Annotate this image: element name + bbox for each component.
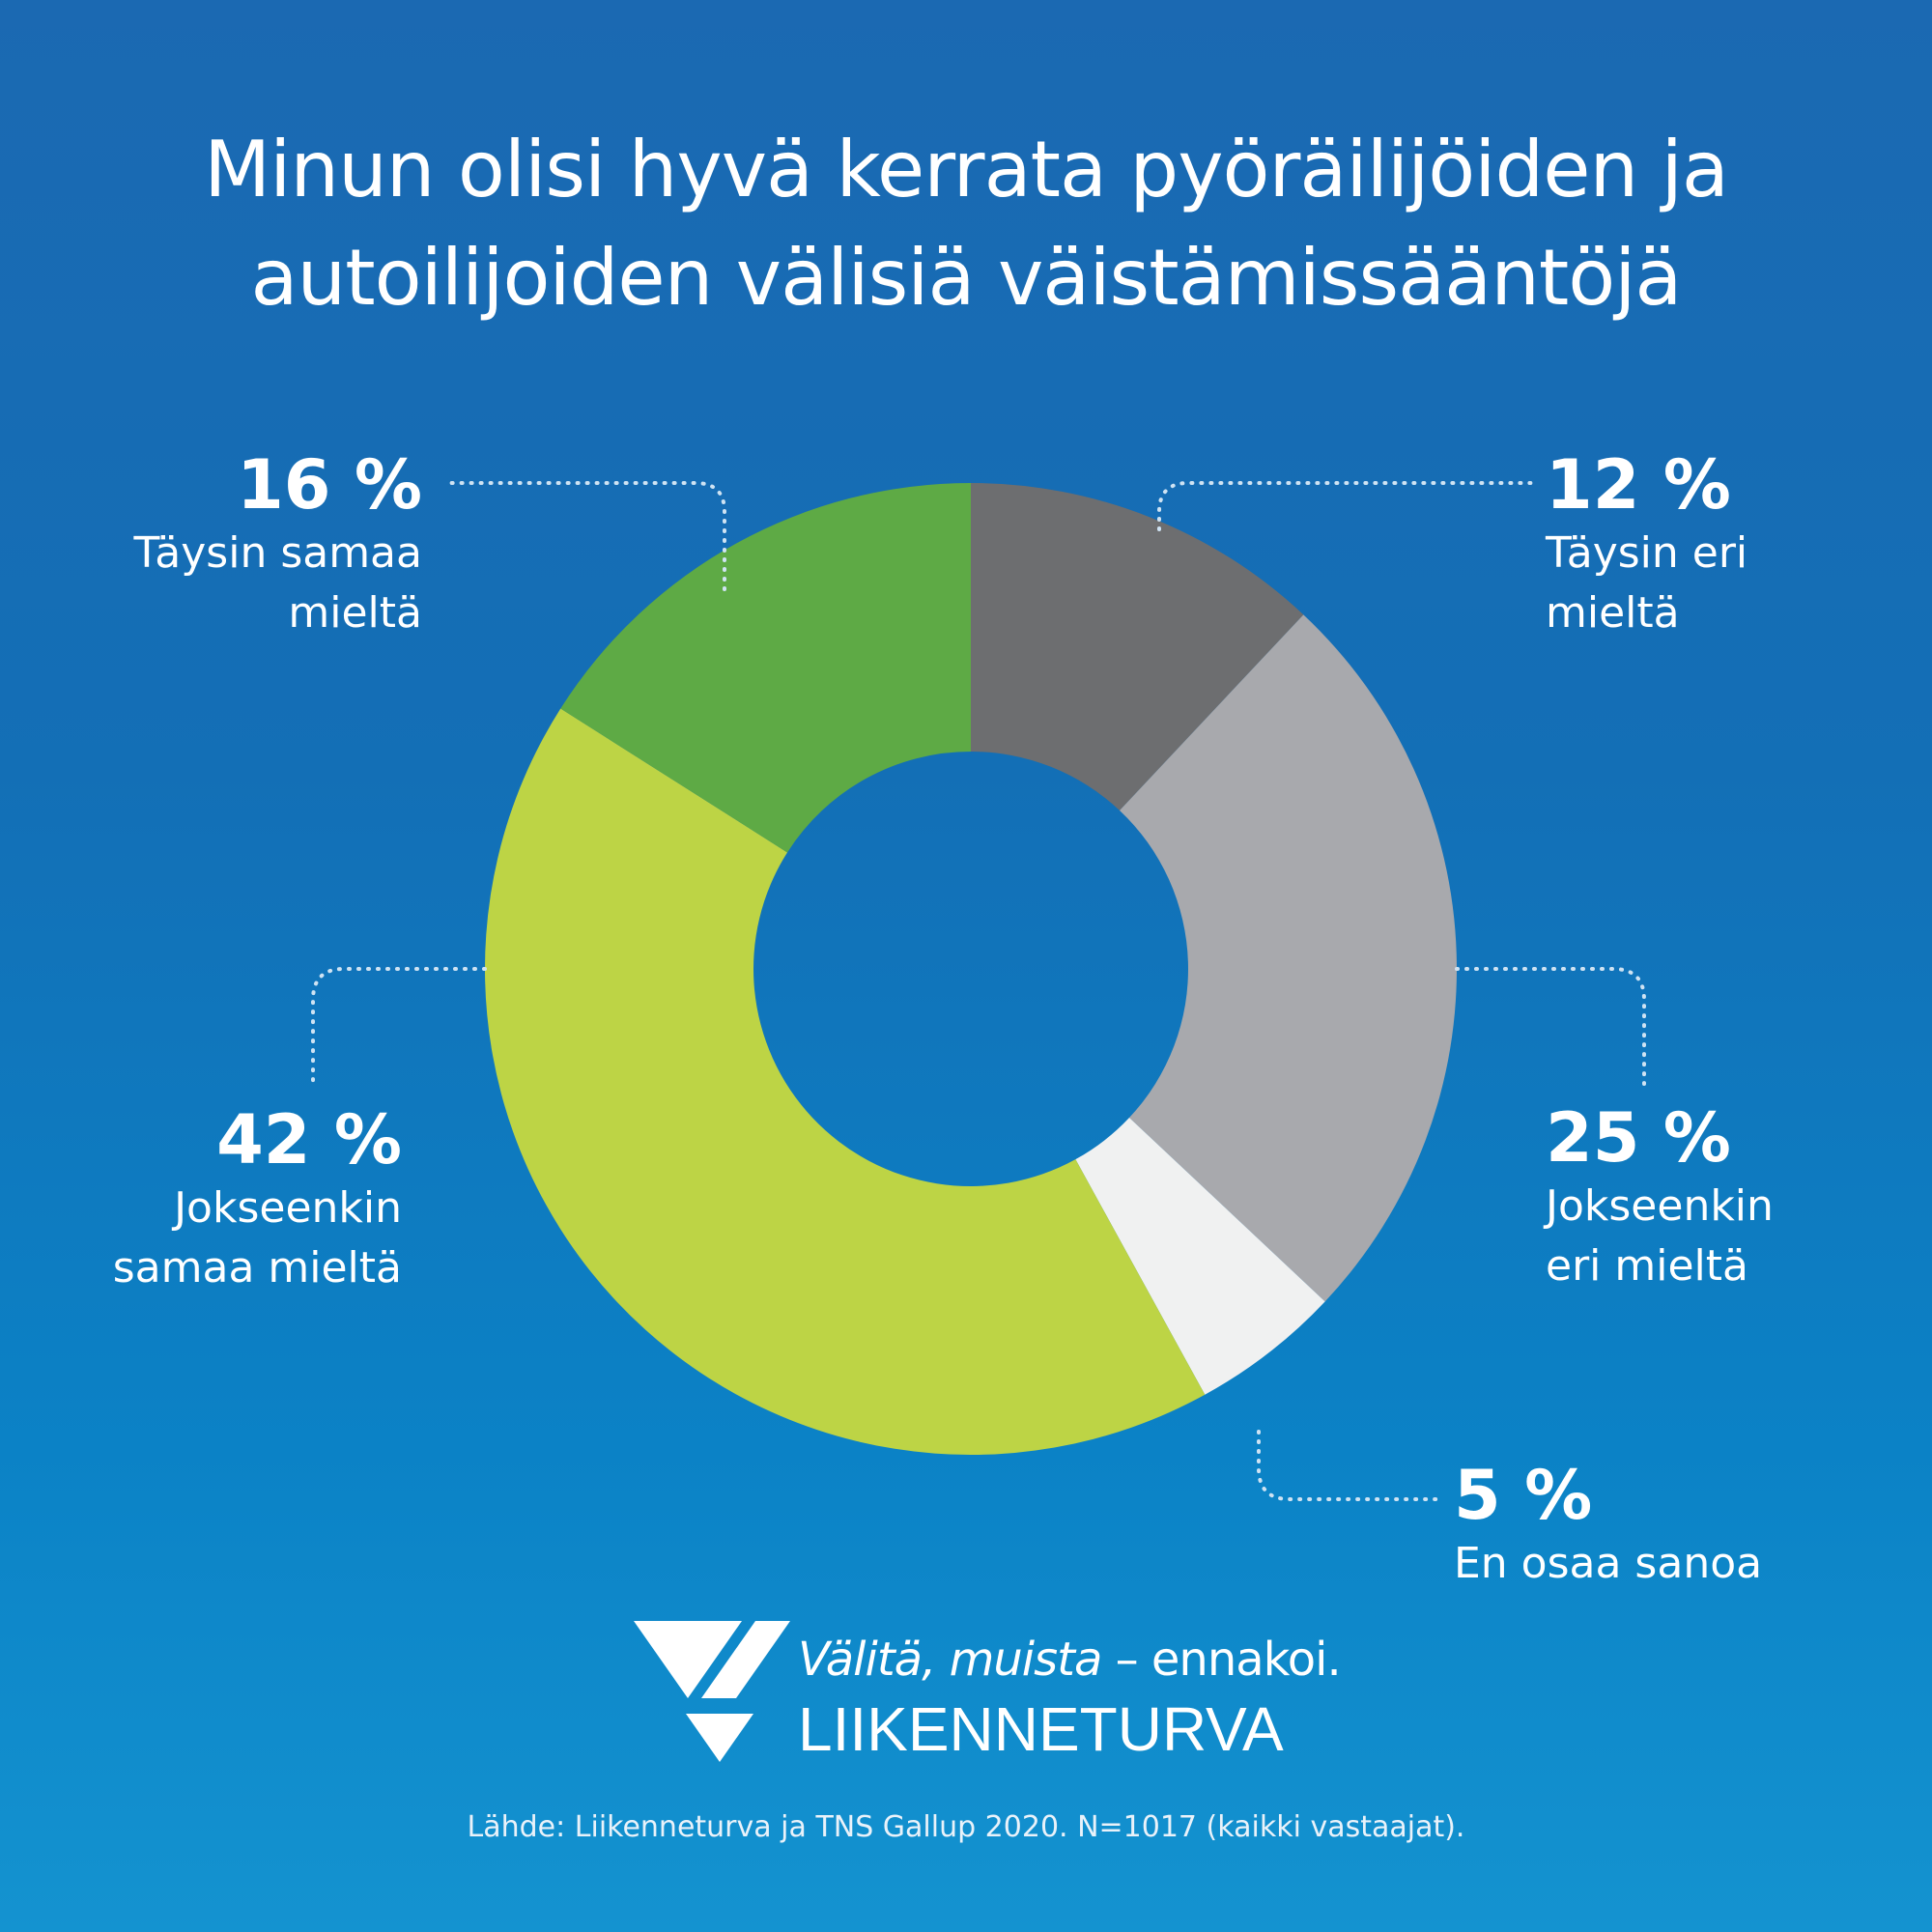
value-label-en-osaa-sanoa: 5 % bbox=[1454, 1456, 1593, 1535]
logo-tagline-italic: Välitä, muista bbox=[798, 1633, 1102, 1687]
label-taysin-eri-mielta: 12 % Täysin eri mieltä bbox=[1546, 446, 1747, 643]
logo-tagline-rest: – ennakoi. bbox=[1101, 1633, 1342, 1687]
value-label-taysin-samaa-mielta: 16 % bbox=[237, 445, 422, 525]
leader-lines bbox=[311, 481, 1646, 1501]
category-label-taysin-samaa-mielta-line-2: mieltä bbox=[288, 588, 422, 638]
label-en-osaa-sanoa: 5 % En osaa sanoa bbox=[1454, 1457, 1762, 1594]
logo-chevron-icon bbox=[634, 1621, 790, 1762]
value-label-jokseenkin-eri-mielta: 25 % bbox=[1546, 1098, 1731, 1178]
liikenneturva-logo: Välitä, muista – ennakoi. LIIKENNETURVA bbox=[628, 1615, 1342, 1770]
leader-line-taysin-eri bbox=[1157, 481, 1533, 531]
value-label-taysin-eri-mielta: 12 % bbox=[1546, 445, 1731, 525]
slice-taysin-samaa-mielta bbox=[560, 483, 971, 853]
category-label-jokseenkin-samaa-mielta-line-2: samaa mieltä bbox=[112, 1243, 402, 1293]
title-line-2: autoilijoiden välisiä väistämissääntöjä bbox=[250, 233, 1683, 323]
value-label-jokseenkin-samaa-mielta: 42 % bbox=[216, 1100, 402, 1179]
slice-en-osaa-sanoa bbox=[1075, 1118, 1325, 1395]
chart-title: Minun olisi hyvä kerrata pyöräilijöiden … bbox=[0, 116, 1932, 332]
label-jokseenkin-samaa-mielta: 42 % Jokseenkin samaa mieltä bbox=[113, 1101, 402, 1298]
leader-line-en-osaa bbox=[1257, 1430, 1441, 1501]
category-label-en-osaa-sanoa: En osaa sanoa bbox=[1454, 1539, 1763, 1588]
label-taysin-samaa-mielta: 16 % Täysin samaa mieltä bbox=[134, 446, 422, 643]
slice-taysin-eri-mielta bbox=[971, 483, 1304, 810]
donut-slices bbox=[484, 483, 1457, 1455]
category-label-jokseenkin-samaa-mielta-line-1: Jokseenkin bbox=[174, 1183, 402, 1233]
title-line-1: Minun olisi hyvä kerrata pyöräilijöiden … bbox=[204, 125, 1729, 214]
slice-jokseenkin-samaa-mielta bbox=[484, 708, 1206, 1455]
logo-brand-name: LIIKENNETURVA bbox=[798, 1694, 1284, 1764]
category-label-taysin-samaa-mielta-line-1: Täysin samaa bbox=[133, 528, 422, 578]
label-jokseenkin-eri-mielta: 25 % Jokseenkin eri mieltä bbox=[1546, 1099, 1774, 1296]
source-note: Lähde: Liikenneturva ja TNS Gallup 2020.… bbox=[467, 1810, 1465, 1844]
slice-jokseenkin-eri-mielta bbox=[1120, 614, 1457, 1302]
leader-line-jokseenkin-samaa bbox=[311, 967, 487, 1086]
category-label-jokseenkin-eri-mielta-line-1: Jokseenkin bbox=[1546, 1181, 1774, 1231]
leader-line-jokseenkin-eri bbox=[1455, 967, 1646, 1086]
logo-tagline: Välitä, muista – ennakoi. bbox=[798, 1633, 1342, 1687]
leader-line-taysin-samaa bbox=[442, 481, 726, 591]
category-label-jokseenkin-eri-mielta-line-2: eri mieltä bbox=[1546, 1241, 1748, 1291]
category-label-taysin-eri-mielta-line-1: Täysin eri bbox=[1546, 528, 1748, 578]
category-label-taysin-eri-mielta-line-2: mieltä bbox=[1546, 588, 1680, 638]
